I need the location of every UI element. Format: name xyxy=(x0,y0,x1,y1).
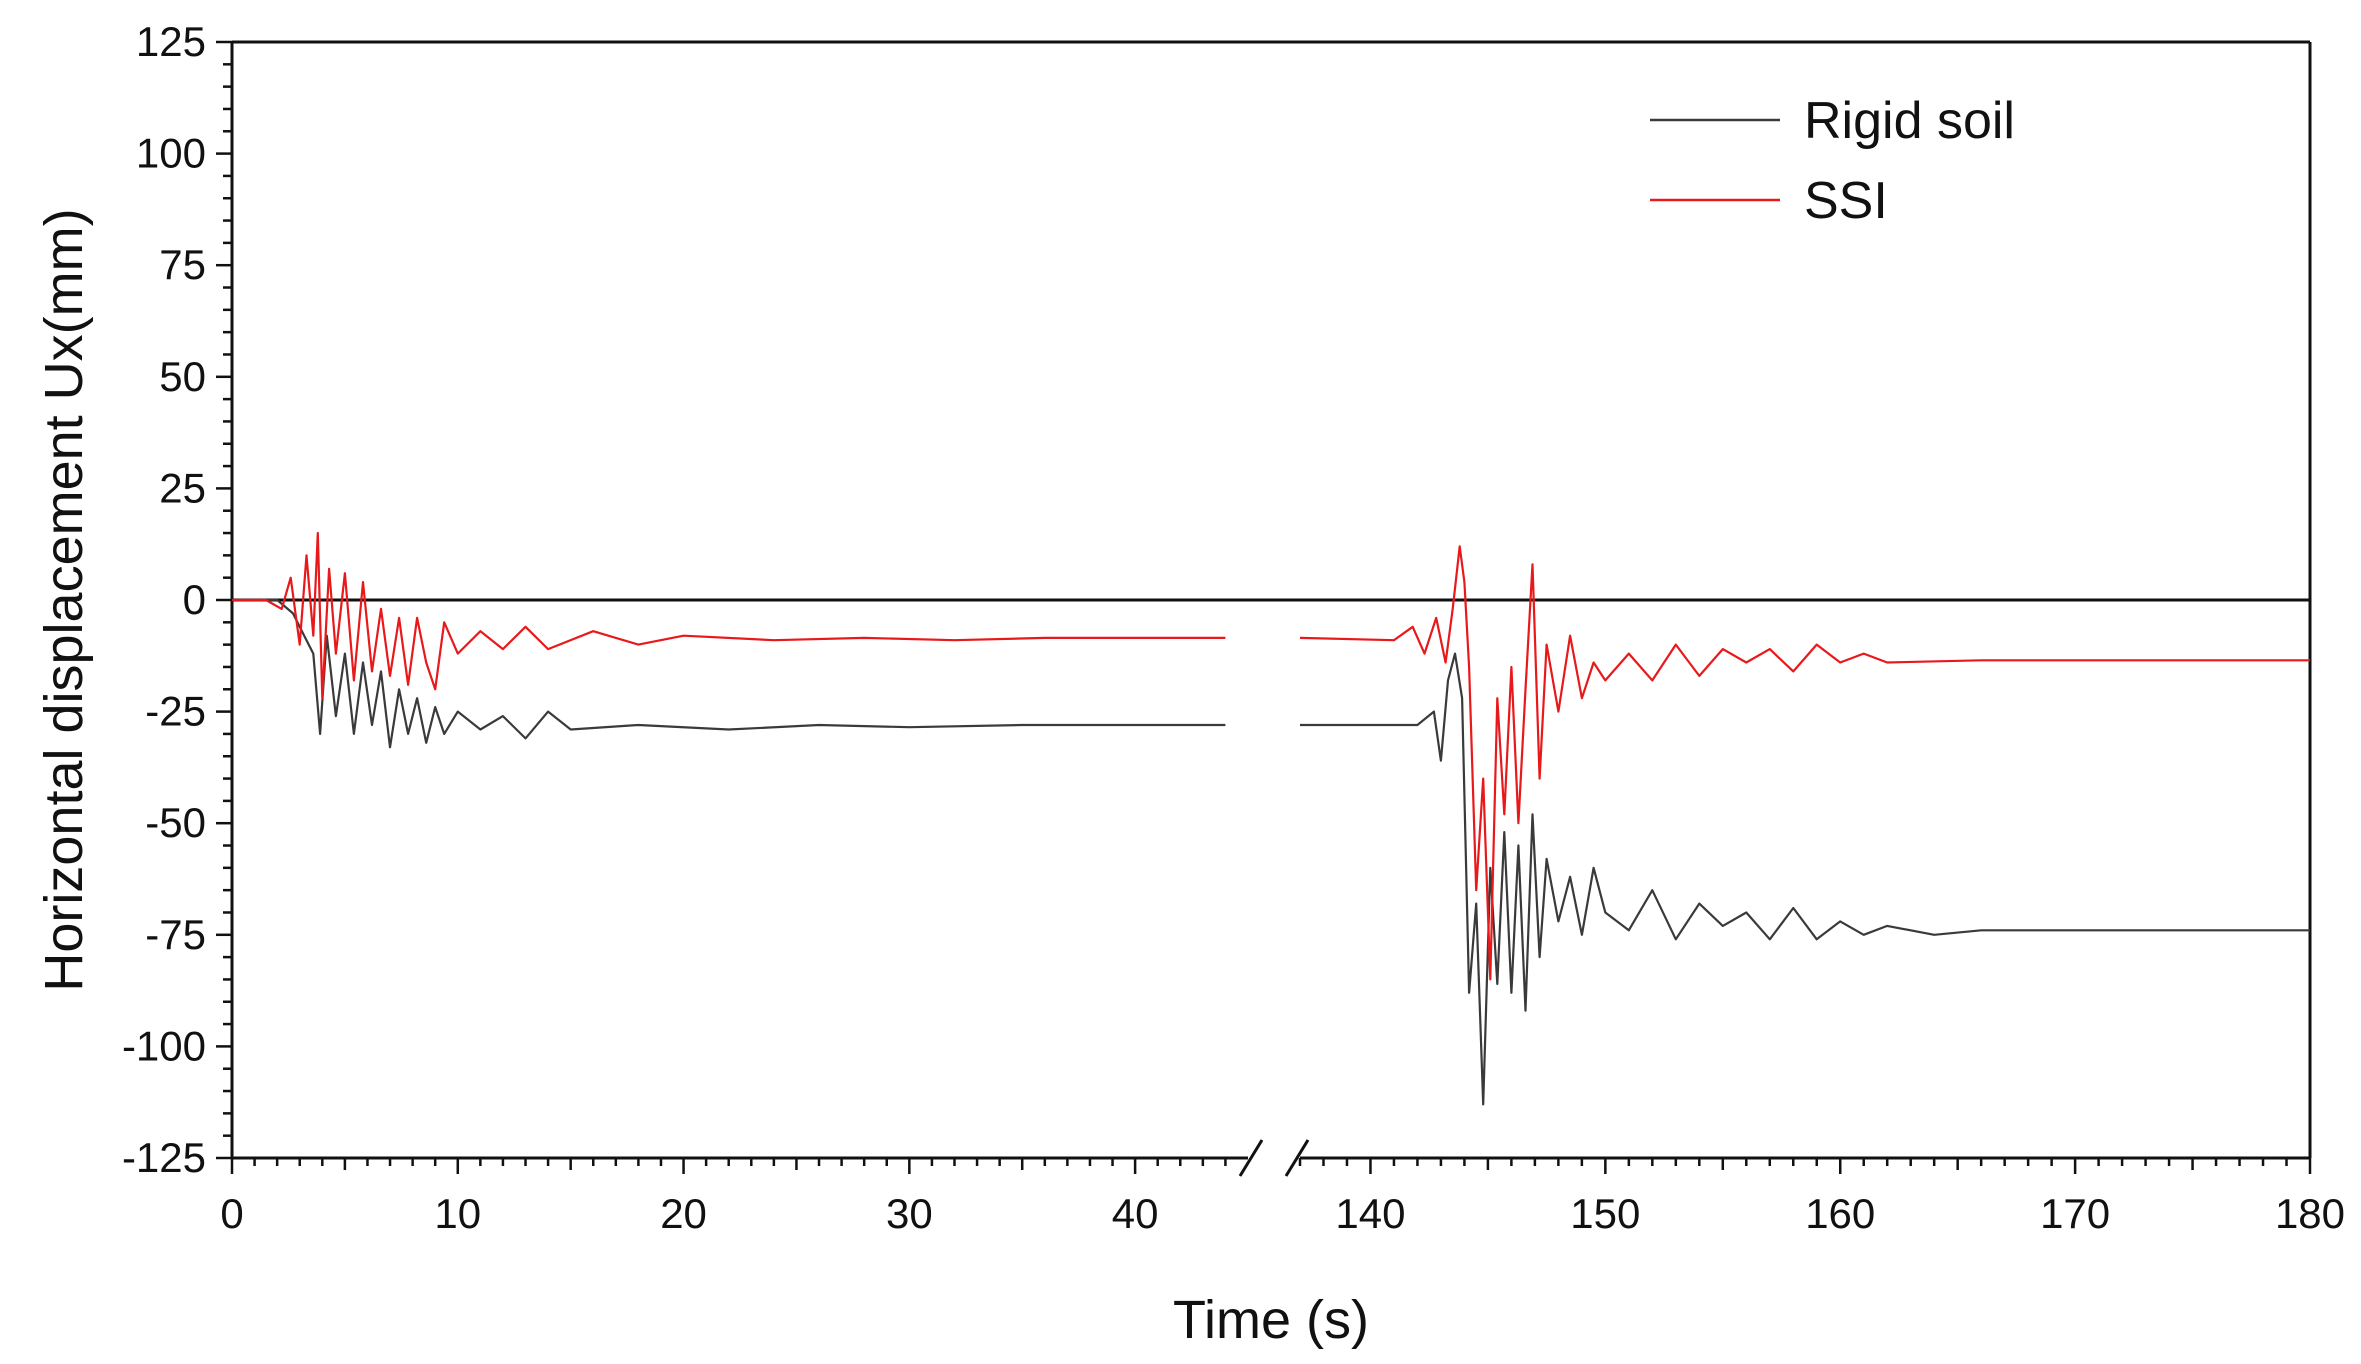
x-tick-label: 0 xyxy=(220,1190,243,1237)
ticks-layer: 125 100 75 50 25 0 -25 -50 -75 -100 -125 0 10 20 30 40 1… xyxy=(122,18,2345,1237)
y-tick-label: 75 xyxy=(159,241,206,288)
x-tick-label: 40 xyxy=(1112,1190,1159,1237)
series-layer xyxy=(232,531,2310,1106)
x-tick-label: 150 xyxy=(1570,1190,1640,1237)
y-tick-label: -100 xyxy=(122,1022,206,1069)
y-tick-label: -75 xyxy=(145,911,206,958)
series-line-ssi xyxy=(1299,545,2310,981)
x-tick-label: 170 xyxy=(2040,1190,2110,1237)
y-tick-label: -125 xyxy=(122,1134,206,1181)
series-line-rigid-soil xyxy=(232,598,1226,749)
x-tick-label: 180 xyxy=(2275,1190,2345,1237)
x-tick-label: 160 xyxy=(1805,1190,1875,1237)
axis-break-mark xyxy=(1238,1139,1264,1177)
legend-label: SSI xyxy=(1804,172,1888,230)
y-axis-title: Horizontal displacement Ux(mm) xyxy=(34,208,94,991)
y-tick-label: 50 xyxy=(159,353,206,400)
series-line-rigid-soil xyxy=(1300,652,2310,1106)
series-line-ssi xyxy=(232,531,1226,700)
y-tick-label: 125 xyxy=(136,18,206,65)
y-tick-label: -50 xyxy=(145,799,206,846)
legend: Rigid soil SSI xyxy=(1650,92,2015,230)
x-tick-label: 10 xyxy=(434,1190,481,1237)
x-tick-label: 140 xyxy=(1335,1190,1405,1237)
y-tick-label: -25 xyxy=(145,688,206,735)
chart-frame-group xyxy=(230,40,2312,1177)
legend-label: Rigid soil xyxy=(1804,92,2015,150)
x-tick-label: 20 xyxy=(660,1190,707,1237)
axis-break-mark xyxy=(1284,1139,1310,1177)
y-tick-label: 25 xyxy=(159,464,206,511)
x-axis-title: Time (s) xyxy=(1173,1290,1369,1350)
y-tick-label: 0 xyxy=(183,576,206,623)
y-tick-label: 100 xyxy=(136,130,206,177)
x-tick-label: 30 xyxy=(886,1190,933,1237)
